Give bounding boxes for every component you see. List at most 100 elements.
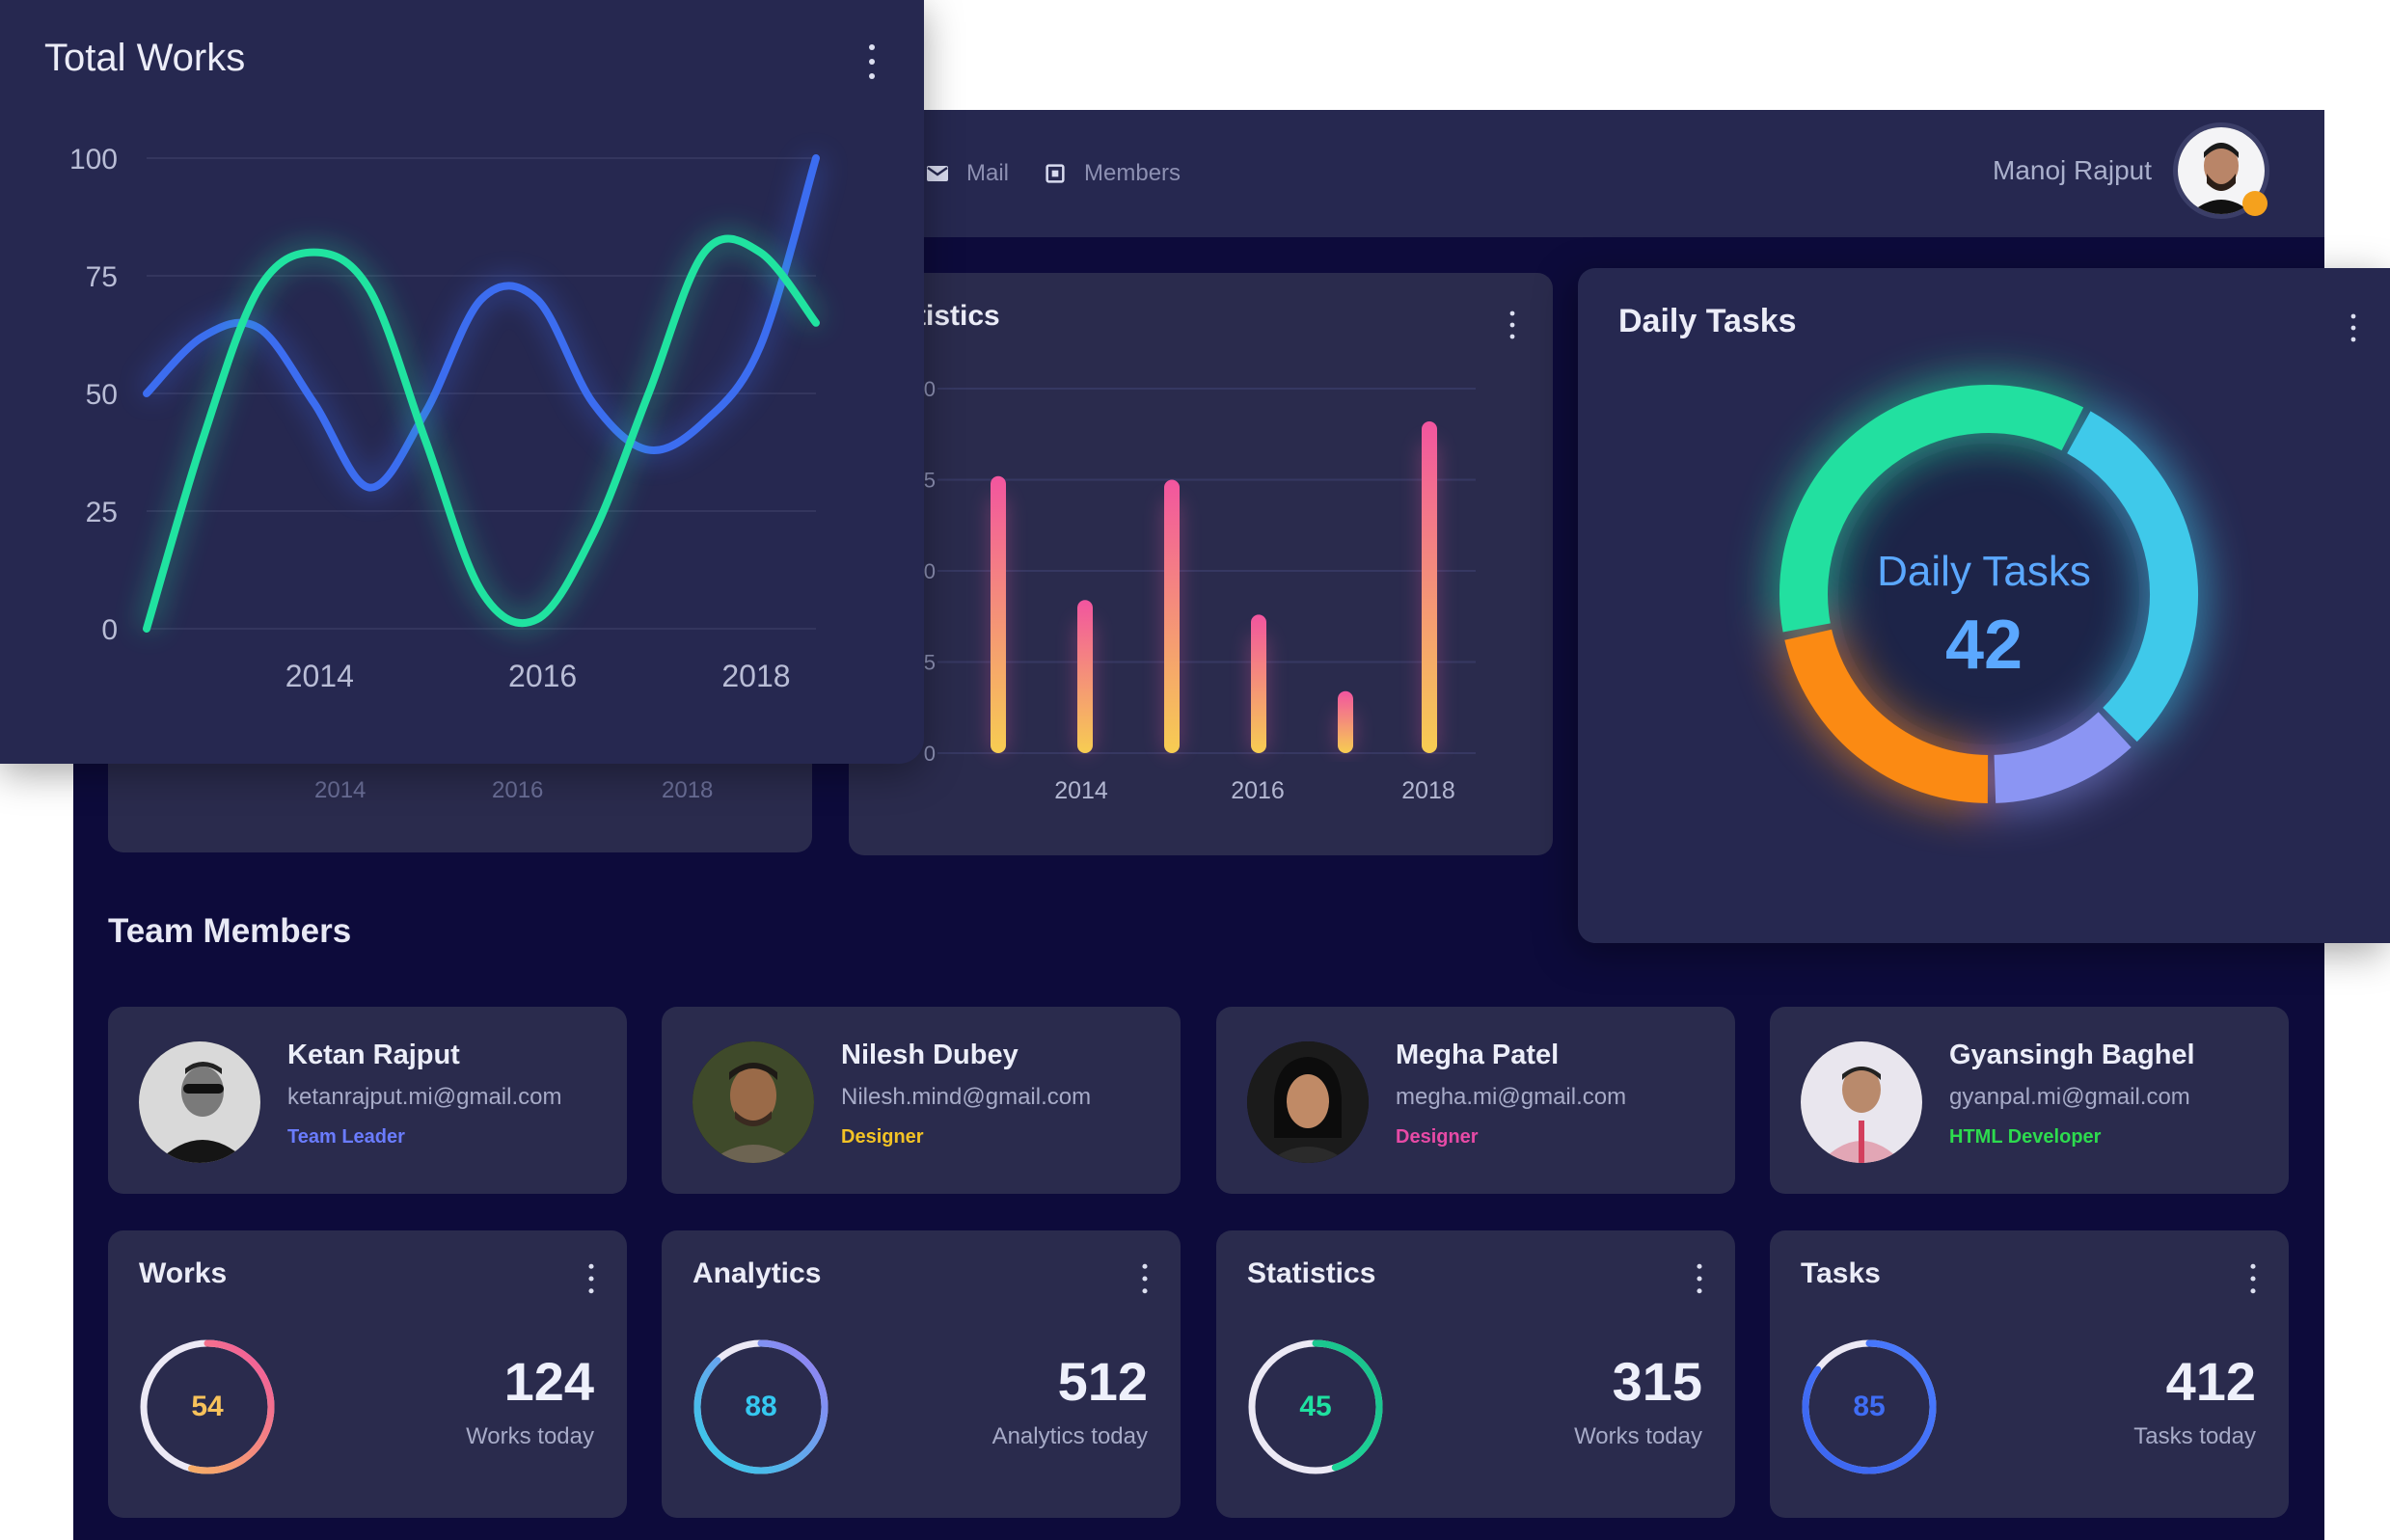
- stat-card-title: Statistics: [1247, 1257, 1376, 1289]
- member-photo-icon: [693, 1041, 814, 1163]
- member-role: Designer: [1396, 1126, 1479, 1148]
- y-tick-label: 0: [924, 559, 936, 583]
- progress-ring: [140, 1339, 275, 1474]
- daily-tasks-card: Daily Tasks Daily Tasks 42: [1578, 268, 2390, 943]
- statistics-card-title: tistics: [916, 300, 1000, 332]
- y-tick-label: 100: [69, 144, 118, 176]
- ghost-tick-2016: 2016: [492, 777, 544, 803]
- stat-caption: Analytics today: [991, 1423, 1148, 1449]
- stat-card-menu-button[interactable]: [2248, 1263, 2258, 1294]
- member-card[interactable]: Nilesh Dubey Nilesh.mind@gmail.com Desig…: [662, 1007, 1181, 1194]
- stat-card-analytics: Analytics 88 512 Analytics today: [662, 1230, 1181, 1518]
- stat-card-works: Works 54 124 Works today: [108, 1230, 627, 1518]
- member-email[interactable]: Nilesh.mind@gmail.com: [841, 1084, 1092, 1110]
- x-tick-label: 2014: [1054, 777, 1108, 804]
- progress-ring-value: 88: [745, 1391, 777, 1422]
- stat-value: 124: [503, 1351, 594, 1412]
- stat-card-menu-button[interactable]: [1695, 1263, 1704, 1294]
- user-avatar[interactable]: [2173, 122, 2269, 219]
- statistics-menu-button[interactable]: [1507, 311, 1517, 339]
- statistics-gridlines: [937, 388, 1476, 754]
- statistics-x-ticks: 2014 2016 2018: [1054, 777, 1455, 804]
- member-card[interactable]: Ketan Rajput ketanrajput.mi@gmail.com Te…: [108, 1007, 627, 1194]
- x-tick-label: 2018: [721, 659, 790, 693]
- member-avatar: [693, 1041, 814, 1163]
- progress-ring: [1248, 1339, 1383, 1474]
- member-role: Team Leader: [287, 1126, 405, 1148]
- progress-ring-value: 45: [1299, 1391, 1332, 1422]
- member-card[interactable]: Megha Patel megha.mi@gmail.com Designer: [1216, 1007, 1735, 1194]
- total-works-menu-button[interactable]: [866, 44, 878, 79]
- member-role: HTML Developer: [1949, 1126, 2102, 1148]
- x-tick-label: 2018: [1401, 777, 1455, 804]
- donut-slices: [1779, 385, 2198, 803]
- daily-tasks-donut-chart: [1770, 375, 2208, 813]
- y-tick-label: 0: [924, 377, 936, 401]
- y-tick-label: 75: [86, 261, 118, 293]
- member-avatar: [1801, 1041, 1922, 1163]
- stat-card-menu-button[interactable]: [1140, 1263, 1150, 1294]
- y-tick-label: 5: [924, 651, 936, 675]
- series-line-blue: [143, 154, 820, 492]
- stat-card-statistics: Statistics 45 315 Works today: [1216, 1230, 1735, 1518]
- progress-ring-value: 54: [191, 1391, 224, 1422]
- total-works-line-chart: 100 75 50 25 0 2014 2016 2018: [69, 144, 825, 693]
- member-email[interactable]: gyanpal.mi@gmail.com: [1949, 1084, 2190, 1110]
- progress-ring: [1802, 1339, 1937, 1474]
- top-nav: Mail Members: [926, 160, 1198, 187]
- y-tick-label: 5: [924, 469, 936, 493]
- total-works-card: Total Works 100 75 50 25 0 2014 2016 2018: [0, 0, 924, 764]
- bar: [1164, 479, 1180, 753]
- donut-inner-disc: [1838, 444, 2139, 744]
- daily-tasks-menu-button[interactable]: [2349, 313, 2358, 342]
- total-works-title: Total Works: [44, 37, 246, 79]
- member-name: Nilesh Dubey: [841, 1040, 1018, 1070]
- bar: [1077, 600, 1093, 753]
- statistics-y-ticks: 0 5 0 5 0: [924, 377, 936, 766]
- stat-card-title: Works: [139, 1257, 228, 1289]
- member-name: Ketan Rajput: [287, 1040, 460, 1070]
- user-name: Manoj Rajput: [1993, 155, 2152, 185]
- y-tick-label: 0: [101, 614, 118, 646]
- line-chart-y-ticks: 100 75 50 25 0: [69, 144, 118, 646]
- series-line-green: [143, 234, 820, 633]
- line-chart-x-ticks: 2014 2016 2018: [285, 659, 791, 693]
- stat-card-title: Analytics: [693, 1257, 822, 1289]
- y-tick-label: 0: [924, 742, 936, 766]
- statistics-bar-chart: 0 5 0 5 0 2014 2016 2018: [924, 377, 1476, 804]
- stat-caption: Works today: [1574, 1423, 1702, 1449]
- bar: [1422, 421, 1437, 753]
- member-photo-icon: [139, 1041, 260, 1163]
- statistics-card: tistics 0 5 0 5 0 2014 2016 2018: [849, 273, 1553, 855]
- member-card[interactable]: Gyansingh Baghel gyanpal.mi@gmail.com HT…: [1770, 1007, 2289, 1194]
- stat-card-tasks: Tasks 85 412 Tasks today: [1770, 1230, 2289, 1518]
- bar: [1338, 690, 1353, 753]
- stat-card-menu-button[interactable]: [586, 1263, 596, 1294]
- background-chart-card: [108, 752, 812, 852]
- member-photo-icon: [1801, 1041, 1922, 1163]
- progress-ring: [693, 1339, 828, 1474]
- progress-ring-value: 85: [1853, 1391, 1886, 1422]
- bar: [1251, 614, 1266, 753]
- member-name: Gyansingh Baghel: [1949, 1040, 2195, 1070]
- nav-item-members[interactable]: Members: [1044, 160, 1181, 187]
- x-tick-label: 2016: [508, 659, 577, 693]
- donut-slice-green: [1779, 385, 2084, 633]
- daily-tasks-title: Daily Tasks: [1618, 303, 1797, 339]
- stat-card-title: Tasks: [1801, 1257, 1881, 1289]
- donut-slice-lavender: [1993, 711, 2132, 803]
- member-email[interactable]: megha.mi@gmail.com: [1396, 1084, 1627, 1110]
- member-name: Megha Patel: [1396, 1040, 1560, 1070]
- member-email[interactable]: ketanrajput.mi@gmail.com: [287, 1084, 562, 1110]
- donut-center-title: Daily Tasks: [1877, 548, 2091, 595]
- stat-caption: Tasks today: [2133, 1423, 2256, 1449]
- team-members-title: Team Members: [108, 912, 352, 950]
- line-chart-series: [138, 154, 825, 633]
- statistics-bars: [989, 421, 1439, 753]
- x-tick-label: 2016: [1231, 777, 1285, 804]
- nav-item-mail[interactable]: Mail: [926, 160, 1009, 187]
- ghost-tick-2014: 2014: [314, 777, 367, 803]
- user-menu[interactable]: Manoj Rajput: [1993, 122, 2269, 219]
- donut-slice-orange: [1784, 629, 1989, 803]
- user-status-dot: [2242, 191, 2268, 216]
